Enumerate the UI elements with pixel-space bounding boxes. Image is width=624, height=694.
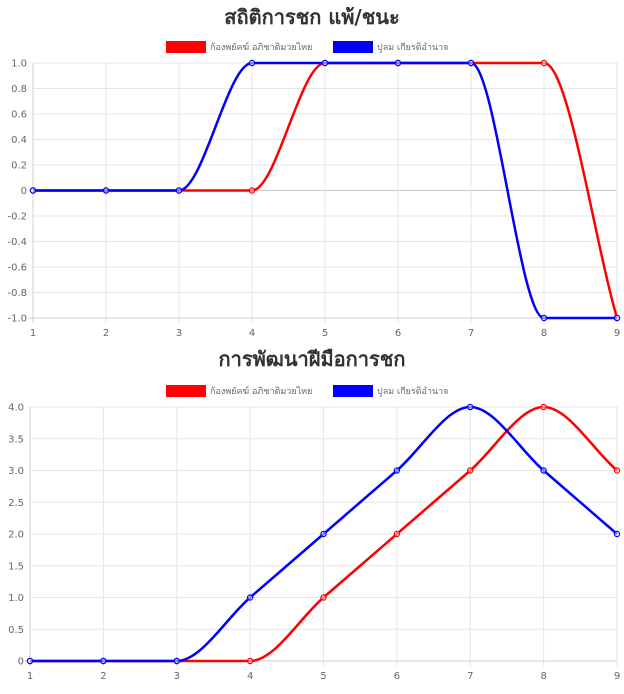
x-tick-label: 6 — [394, 671, 400, 682]
data-point[interactable] — [100, 657, 107, 665]
data-point[interactable] — [248, 187, 256, 194]
data-point[interactable] — [320, 594, 327, 601]
x-tick-label: 1 — [30, 328, 36, 339]
x-tick-label: 8 — [541, 328, 547, 339]
chart-win-loss: สถิติการชก แพ้/ชนะ ก้องพยัคฆ์ อภิชาติมวย… — [7, 5, 621, 339]
x-tick-label: 2 — [103, 328, 109, 339]
x-tick-label: 3 — [176, 328, 182, 339]
y-tick-label: 1.5 — [8, 561, 24, 572]
data-point[interactable] — [320, 530, 327, 538]
legend-label-series-1[interactable]: ก้องพยัคฆ์ อภิชาติมวยไทย — [210, 41, 312, 53]
series-line-2 — [33, 61, 617, 320]
y-tick-label: 0.4 — [11, 135, 27, 146]
x-axis-ticks: 1 2 3 4 5 6 7 8 9 — [30, 328, 620, 339]
legend-swatch-series-1[interactable] — [166, 385, 206, 397]
series-lines — [29, 59, 621, 322]
x-tick-label: 9 — [614, 328, 620, 339]
data-point[interactable] — [540, 314, 548, 322]
data-point[interactable] — [102, 187, 110, 194]
y-tick-label: 1.0 — [11, 59, 27, 70]
y-tick-label: -0.2 — [7, 212, 27, 223]
data-point[interactable] — [321, 59, 329, 67]
x-tick-label: 4 — [247, 671, 253, 682]
x-tick-label: 8 — [540, 671, 546, 682]
y-tick-label: 3.0 — [8, 466, 24, 477]
chart-title: สถิติการชก แพ้/ชนะ — [224, 5, 399, 29]
data-point[interactable] — [246, 594, 254, 601]
y-tick-label: 0 — [18, 657, 24, 668]
y-tick-label: -0.8 — [7, 288, 27, 299]
data-point[interactable] — [540, 59, 548, 67]
y-axis-ticks: 4.0 3.5 3.0 2.5 2.0 1.5 1.0 0.5 0 — [8, 403, 24, 668]
legend-swatch-series-2[interactable] — [333, 385, 373, 397]
y-tick-label: 0.8 — [11, 84, 27, 95]
data-point[interactable] — [613, 467, 621, 474]
x-tick-label: 3 — [174, 671, 180, 682]
data-point[interactable] — [175, 187, 183, 194]
y-tick-label: 4.0 — [8, 403, 24, 414]
y-tick-label: 2.0 — [8, 530, 24, 541]
data-point[interactable] — [613, 530, 621, 538]
grid — [25, 406, 618, 666]
data-point[interactable] — [467, 403, 474, 411]
data-point[interactable] — [26, 657, 34, 665]
x-tick-label: 5 — [322, 328, 328, 339]
y-tick-label: 0.2 — [11, 161, 27, 172]
x-tick-label: 4 — [249, 328, 255, 339]
y-tick-label: 2.5 — [8, 498, 24, 509]
x-tick-label: 9 — [614, 671, 620, 682]
data-point[interactable] — [173, 657, 180, 665]
data-point[interactable] — [467, 59, 475, 67]
data-point[interactable] — [29, 187, 37, 194]
chart-skill-progress: การพัฒนาฝีมือการชก ก้องพยัคฆ์ อภิชาติมวย… — [8, 347, 621, 682]
y-tick-label: 1.0 — [8, 593, 24, 604]
y-tick-label: 0.5 — [8, 625, 24, 636]
data-point[interactable] — [540, 467, 547, 474]
data-point[interactable] — [467, 467, 474, 474]
series-lines — [26, 403, 621, 665]
x-axis-ticks: 1 2 3 4 5 6 7 8 9 — [27, 671, 620, 682]
x-tick-label: 5 — [320, 671, 326, 682]
legend-swatch-series-2[interactable] — [333, 41, 373, 53]
legend: ก้องพยัคฆ์ อภิชาติมวยไทย ปูลม เกียรติอำน… — [166, 385, 448, 397]
y-tick-label: -0.6 — [7, 263, 27, 274]
legend: ก้องพยัคฆ์ อภิชาติมวยไทย ปูลม เกียรติอำน… — [166, 41, 448, 53]
legend-swatch-series-1[interactable] — [166, 41, 206, 53]
x-tick-label: 6 — [395, 328, 401, 339]
x-tick-label: 7 — [467, 671, 473, 682]
y-tick-label: 0 — [21, 186, 27, 197]
chart-title: การพัฒนาฝีมือการชก — [219, 347, 406, 371]
legend-label-series-2[interactable]: ปูลม เกียรติอำนาจ — [377, 386, 448, 397]
y-axis-ticks: 1.0 0.8 0.6 0.4 0.2 0 -0.2 -0.4 -0.6 -0.8 -1.0 — [7, 59, 27, 325]
x-tick-label: 7 — [468, 328, 474, 339]
series-line-2 — [30, 405, 618, 663]
x-tick-label: 1 — [27, 671, 33, 682]
x-tick-label: 2 — [100, 671, 106, 682]
y-tick-label: 0.6 — [11, 110, 27, 121]
y-tick-label: -0.4 — [7, 237, 27, 248]
data-point[interactable] — [393, 530, 401, 538]
y-tick-label: 3.5 — [8, 434, 24, 445]
legend-label-series-2[interactable]: ปูลม เกียรติอำนาจ — [377, 42, 448, 53]
data-point[interactable] — [540, 403, 547, 411]
data-point[interactable] — [248, 59, 256, 67]
y-tick-label: -1.0 — [7, 314, 27, 325]
data-point[interactable] — [393, 467, 401, 474]
data-point[interactable] — [394, 59, 402, 67]
data-point[interactable] — [613, 314, 621, 322]
legend-label-series-1[interactable]: ก้องพยัคฆ์ อภิชาติมวยไทย — [210, 385, 312, 397]
grid — [28, 62, 618, 323]
data-point[interactable] — [246, 657, 254, 665]
